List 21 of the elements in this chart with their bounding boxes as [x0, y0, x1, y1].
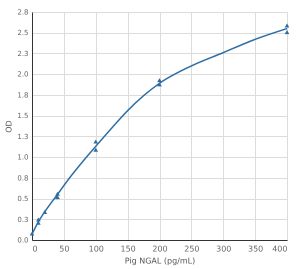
line-series	[31, 28, 288, 235]
point	[30, 231, 34, 236]
point	[284, 30, 290, 34]
point	[157, 82, 162, 86]
x-tick-label: 100	[88, 244, 104, 254]
x-tick-label: 200	[152, 244, 168, 254]
x-tick-label: 150	[120, 244, 136, 254]
point	[93, 148, 98, 152]
point	[36, 217, 41, 222]
point	[55, 192, 60, 196]
x-tick-label: 400	[272, 244, 288, 254]
x-tick-label: 300	[216, 244, 232, 254]
point	[42, 210, 48, 214]
x-tick-label: 0	[32, 244, 38, 254]
x-tick-label: 50	[59, 244, 70, 254]
y-axis-title: OD	[4, 120, 14, 133]
x-tick-label: 350	[248, 244, 264, 254]
point	[93, 139, 98, 144]
point	[284, 23, 290, 28]
x-axis-title: Pig NGAL (pg/mL)	[124, 256, 196, 266]
x-tick-label: 250	[184, 244, 200, 254]
